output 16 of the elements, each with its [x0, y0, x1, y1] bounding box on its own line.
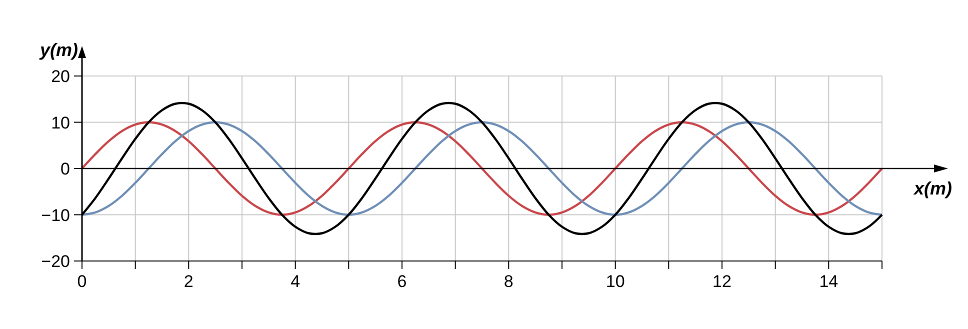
- x-tick-label: 2: [184, 272, 194, 291]
- x-tick-label: 14: [819, 272, 838, 291]
- line-series: [80, 121, 884, 216]
- y-axis-title: y(m): [38, 40, 78, 60]
- y-tick-label: 0: [60, 160, 70, 178]
- x-axis-title: x(m): [912, 178, 952, 198]
- x-tick-label: 0: [77, 272, 87, 291]
- x-tick-label: 10: [606, 272, 625, 291]
- x-tick-label: 12: [712, 272, 732, 291]
- y-tick-label: −20: [41, 252, 70, 271]
- y-tick-label: −10: [41, 206, 70, 225]
- x-tick-label: 8: [504, 272, 514, 291]
- y-tick-label: 20: [51, 67, 70, 86]
- x-tick-label: 6: [397, 272, 407, 291]
- x-tick-label: 4: [290, 272, 300, 291]
- y-tick-label: 10: [51, 113, 70, 132]
